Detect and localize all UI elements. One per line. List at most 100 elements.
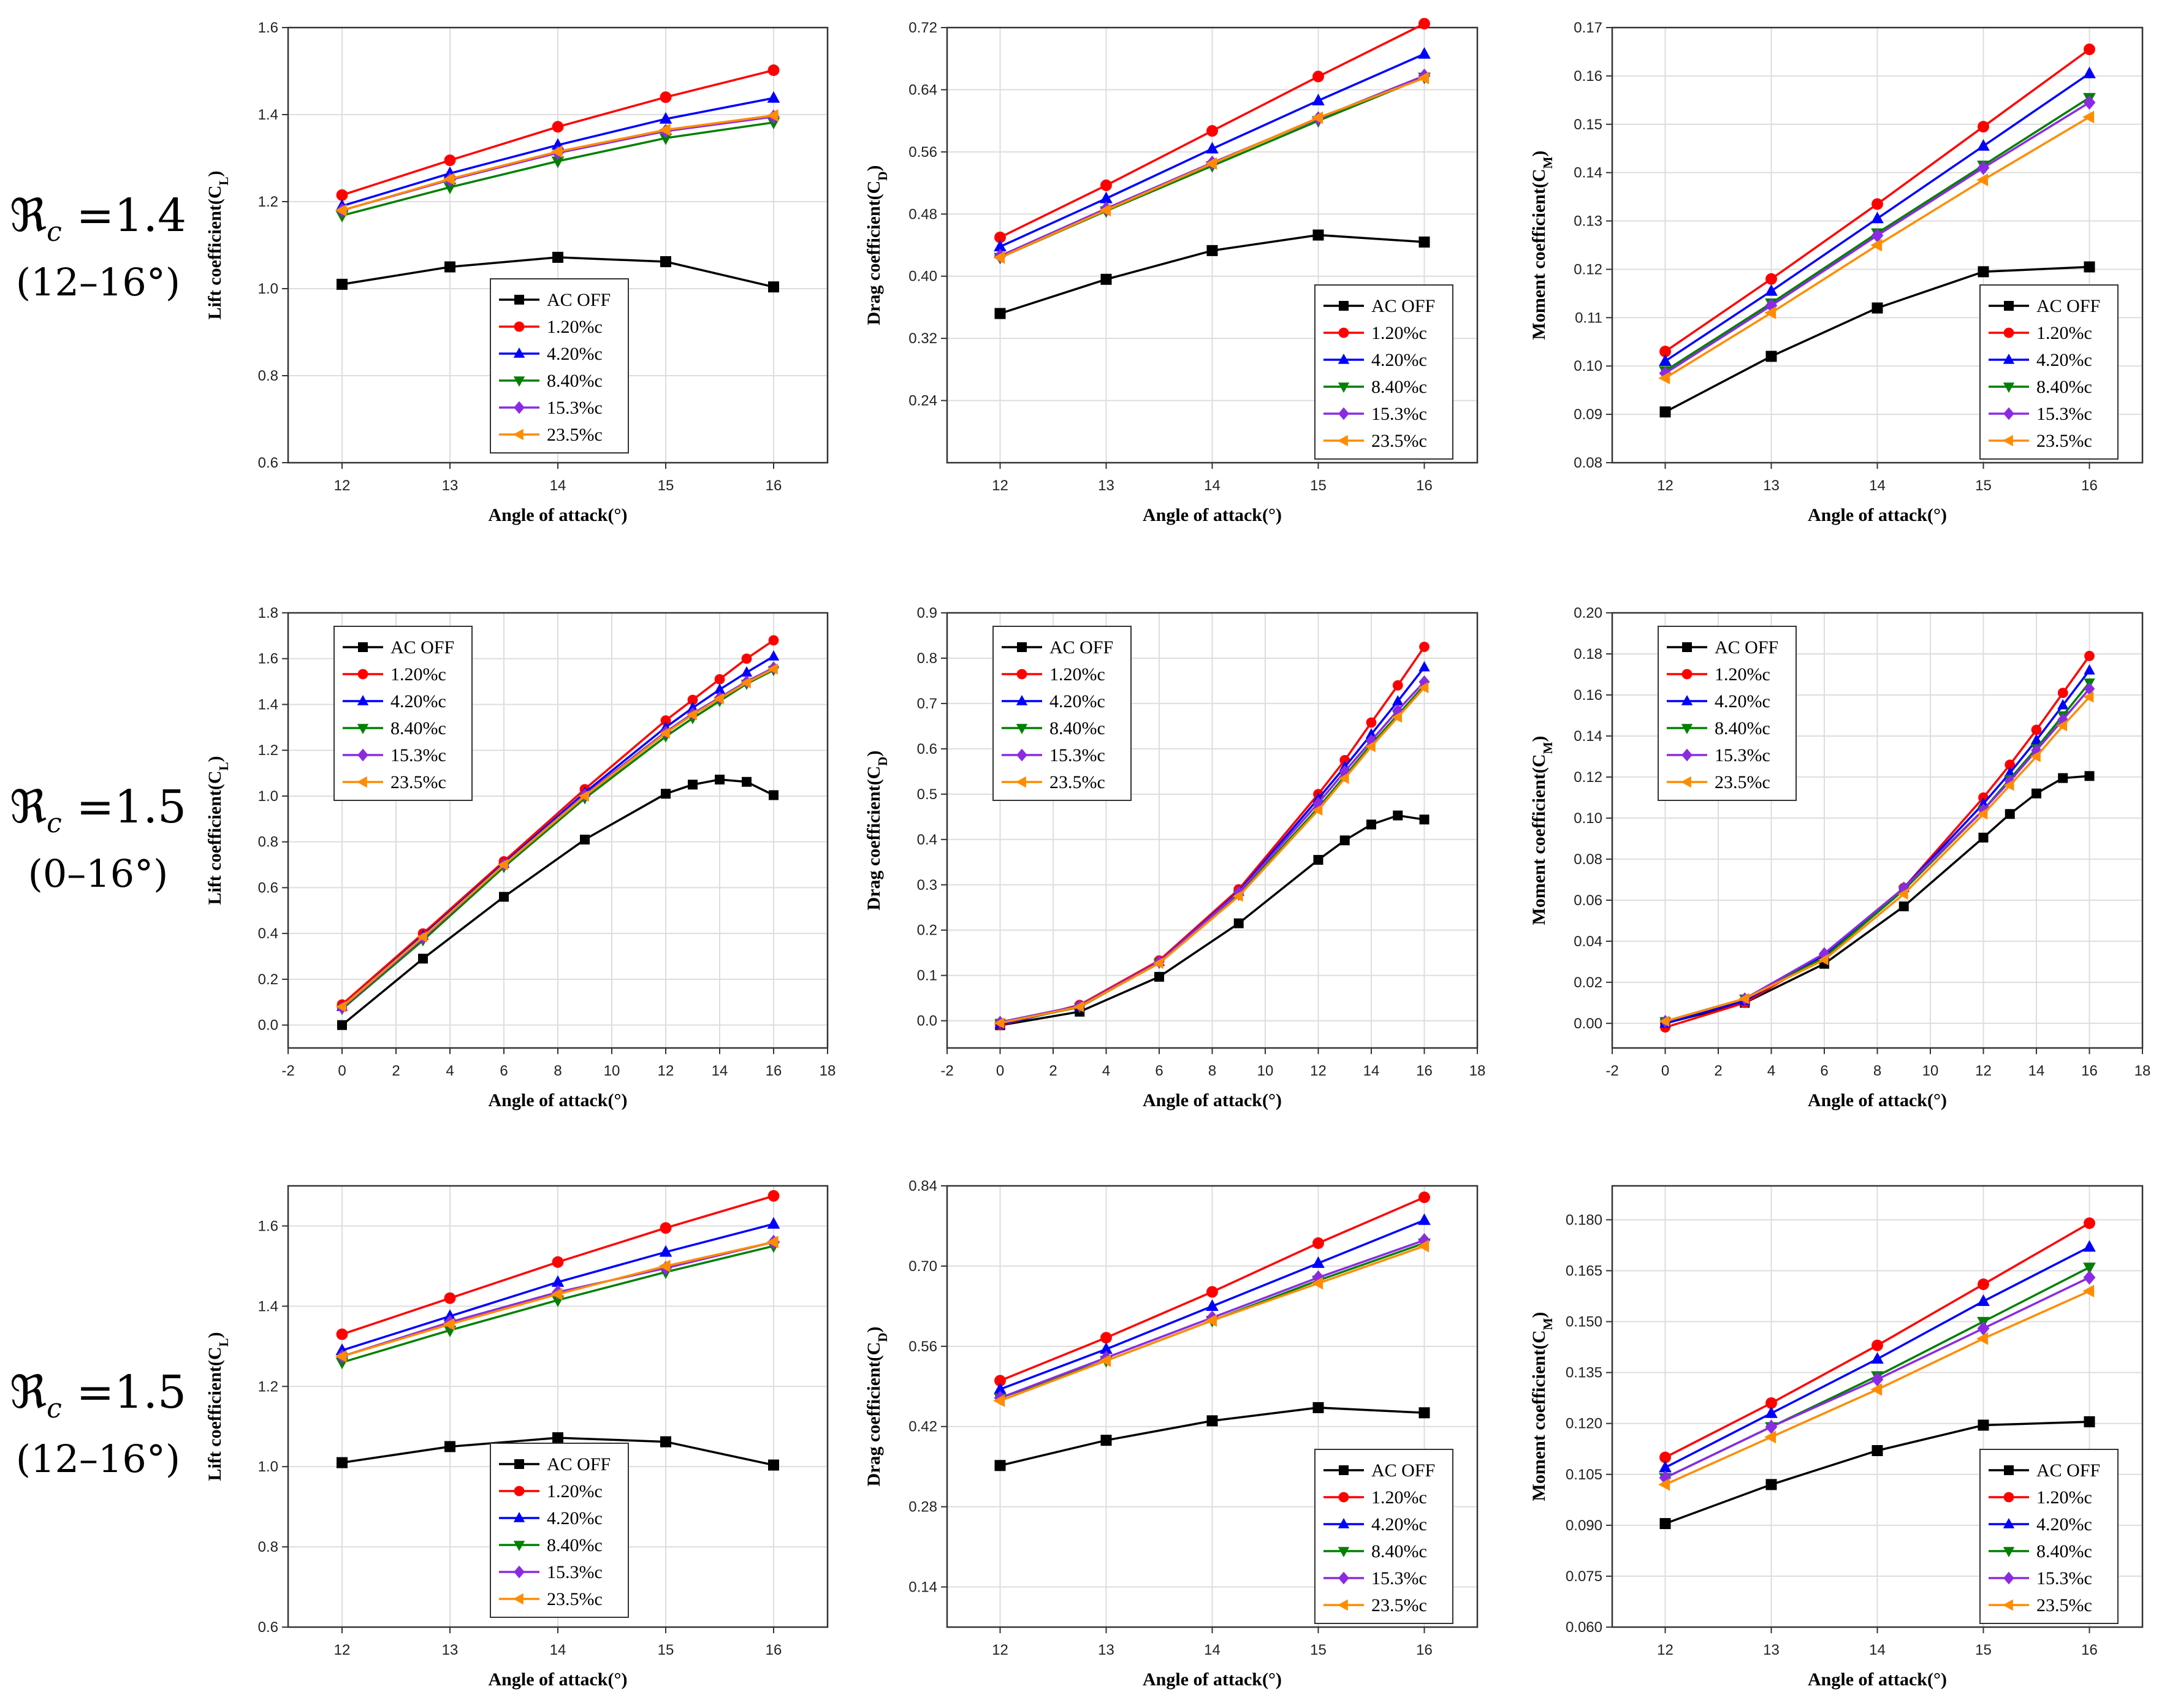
legend-marker (357, 748, 368, 762)
data-point (1313, 855, 1323, 865)
legend-marker (1338, 1571, 1349, 1585)
legend-marker (514, 295, 524, 305)
data-point (994, 1375, 1006, 1387)
x-tick-label: 12 (658, 1063, 674, 1079)
data-point (1978, 1278, 1989, 1291)
data-point (1339, 835, 1350, 846)
series-23-5-c (1659, 691, 2094, 1027)
data-point (2083, 95, 2096, 110)
legend-marker (357, 695, 369, 705)
x-tick-label: 16 (766, 1063, 782, 1079)
x-axis-title: Angle of attack(°) (1808, 505, 1947, 525)
x-tick-label: 12 (1657, 477, 1674, 494)
data-point (2031, 724, 2042, 735)
series-4-20-c (994, 1213, 1431, 1394)
legend-marker (1338, 327, 1349, 338)
data-point (1978, 1419, 1989, 1431)
data-point (1871, 228, 1884, 243)
legend-marker (1338, 354, 1350, 364)
data-point (335, 203, 347, 217)
data-point (417, 931, 427, 943)
y-tick-label: 0.10 (1574, 810, 1602, 827)
y-tick-label: 0.150 (1566, 1314, 1602, 1330)
chart-panel-3: 12 13 14 15 16 0.08 0.09 0.10 0.11 0.12 0.13 0.14 0.… (1529, 20, 2144, 525)
data-point (2030, 751, 2041, 762)
row-label-range: (0–16°) (28, 851, 169, 896)
legend-marker (357, 724, 369, 734)
legend: AC OFF 1.20%c 4.20%c 8.40%c 15.3%c 23.5%c (1979, 284, 2119, 460)
y-tick-label: 0.02 (1574, 974, 1602, 991)
x-axis-title: Angle of attack(°) (489, 1669, 628, 1690)
legend-box (1658, 626, 1797, 801)
y-tick-label: 0.28 (908, 1499, 937, 1516)
legend-marker (1338, 1547, 1350, 1557)
legend-label: 15.3%c (2036, 404, 2092, 424)
legend-label: 15.3%c (1715, 745, 1770, 765)
data-point (1977, 1321, 1990, 1336)
data-point (994, 308, 1006, 319)
x-tick-label: 14 (1869, 477, 1886, 494)
legend-marker (1338, 1492, 1349, 1503)
legend-marker (1016, 724, 1028, 734)
data-point (1205, 1314, 1217, 1327)
data-point (1100, 179, 1112, 191)
legend-marker (1339, 1465, 1349, 1475)
y-tick-label: 0.09 (1574, 406, 1602, 423)
data-point (1765, 1397, 1777, 1409)
data-point (993, 1394, 1005, 1407)
data-point (714, 693, 724, 705)
legend-marker (1338, 1518, 1350, 1528)
x-tick-label: 15 (658, 1642, 674, 1658)
x-tick-label: 16 (2081, 477, 2098, 494)
legend: AC OFF 1.20%c 4.20%c 8.40%c 15.3%c 23.5%c (1314, 1449, 1453, 1624)
y-tick-label: 0.16 (1574, 68, 1602, 85)
legend-label: 4.20%c (1715, 691, 1770, 712)
legend-box (1979, 284, 2119, 460)
data-point (1100, 1332, 1112, 1344)
data-point (1100, 191, 1113, 203)
data-point (2031, 788, 2041, 799)
legend-marker (2003, 327, 2014, 338)
data-point (1099, 203, 1111, 217)
series-4-20-c (1659, 66, 2096, 366)
legend-label: 15.3%c (1049, 745, 1105, 765)
y-tick-label: 0.9 (917, 605, 937, 621)
y-tick-label: 0.84 (908, 1178, 937, 1194)
legend-marker (514, 1459, 524, 1469)
data-point (1392, 680, 1403, 691)
legend-label: 8.40%c (1371, 1541, 1427, 1562)
legend-box (1979, 1449, 2119, 1624)
data-point (687, 702, 699, 712)
data-point (1205, 157, 1217, 170)
x-tick-label: 6 (500, 1063, 508, 1079)
data-point (1978, 832, 1989, 843)
legend-label: 23.5%c (547, 1589, 603, 1609)
x-tick-label: 12 (992, 477, 1008, 494)
y-tick-label: 1.2 (258, 1378, 278, 1395)
series-15-3-c (1659, 1270, 2096, 1486)
x-tick-label: 10 (1257, 1063, 1274, 1079)
data-point (552, 121, 564, 133)
legend-marker (513, 347, 525, 358)
data-point (2083, 66, 2096, 78)
data-point (2084, 44, 2095, 55)
row-label-range: (12–16°) (15, 1436, 181, 1481)
legend-marker (1682, 642, 1692, 652)
legend-box (490, 278, 629, 454)
y-axis-title: Drag coefficient(CD) (864, 1327, 890, 1487)
data-point (335, 1349, 347, 1363)
y-tick-label: 1.6 (258, 20, 278, 36)
x-tick-label: 6 (1820, 1063, 1828, 1079)
data-point (444, 1292, 456, 1304)
y-tick-label: 0.56 (908, 1338, 937, 1355)
data-point (1419, 814, 1430, 825)
x-tick-label: 18 (820, 1063, 836, 1079)
data-point (688, 780, 698, 790)
legend-marker (1681, 748, 1693, 762)
data-point (1765, 273, 1777, 285)
legend-label: 23.5%c (2036, 431, 2092, 451)
legend-box (992, 626, 1132, 801)
y-tick-label: 1.0 (258, 788, 278, 805)
row-label-value: =1.4 (76, 189, 187, 242)
legend-label: 23.5%c (2036, 1595, 2092, 1615)
